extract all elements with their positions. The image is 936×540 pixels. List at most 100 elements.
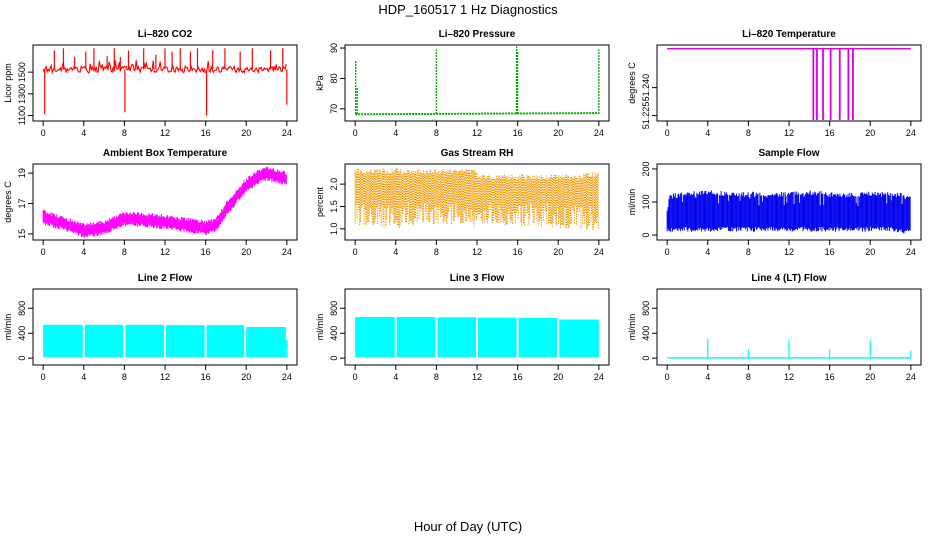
x-tick-label: 0 [41,128,46,138]
chart-panel: Li–820 Temperature degrees C 0 4 8 12 16 20 24 51… [627,29,922,138]
y-tick-label: 1100 [17,106,27,125]
data-line-pressure [355,112,599,116]
x-tick-label: 20 [553,128,563,138]
panel-title: Li–820 CO2 [138,29,193,40]
chart-panel: Li–820 CO2 Licor ppm 0 4 8 12 16 20 24 1100 1300 15… [3,29,298,138]
data-layer [666,190,911,234]
data-flow-block [559,319,599,358]
x-tick-label: 12 [160,128,170,138]
data-flow-block [206,325,245,358]
x-tick-label: 16 [825,372,835,382]
y-tick-label: 0 [17,356,27,361]
x-tick-label: 24 [594,372,604,382]
figure-title: HDP_160517 1 Hz Diagnostics [378,2,558,17]
data-layer [667,48,911,120]
y-tick-label: 15 [17,229,27,239]
y-tick-label: 800 [641,301,651,316]
y-axis-label: kPa [315,75,325,91]
x-tick-label: 24 [594,128,604,138]
x-tick-label: 8 [746,128,751,138]
x-tick-label: 12 [784,372,794,382]
chart-panel: Li–820 Pressure kPa 0 4 8 12 16 20 24 70 80 90 [315,29,610,138]
x-tick-label: 12 [472,128,482,138]
x-tick-label: 0 [665,247,670,257]
x-tick-label: 12 [472,247,482,257]
data-flow-block [246,327,286,358]
x-tick-label: 24 [282,128,292,138]
x-tick-label: 20 [241,247,251,257]
panel-title: Line 3 Flow [450,273,505,284]
y-tick-label: 80 [329,73,339,83]
x-tick-label: 0 [665,372,670,382]
panel-grid: Li–820 CO2 Licor ppm 0 4 8 12 16 20 24 1100 1300 15… [3,29,922,382]
data-layer [42,48,288,116]
x-tick-label: 16 [201,372,211,382]
y-tick-label: 1.5 [329,200,339,213]
data-flow-block [125,324,164,358]
data-layer [43,324,288,358]
y-axis-label: ml/min [315,314,325,341]
x-tick-label: 12 [160,372,170,382]
x-tick-label: 8 [122,372,127,382]
x-tick-label: 24 [282,372,292,382]
figure-xlabel: Hour of Day (UTC) [414,519,522,534]
y-tick-label: 400 [329,326,339,341]
panel-title: Line 2 Flow [138,273,193,284]
x-tick-label: 8 [746,247,751,257]
data-flow-block [84,324,124,358]
x-tick-label: 16 [825,247,835,257]
panel-title: Sample Flow [758,148,819,159]
x-tick-label: 12 [472,372,482,382]
x-tick-label: 4 [81,247,86,257]
chart-panel: Line 3 Flow ml/min 0 4 8 12 16 20 24 0 400 800 [315,273,610,382]
x-tick-label: 24 [906,247,916,257]
x-tick-label: 4 [393,372,398,382]
x-tick-label: 4 [705,247,710,257]
panel-title: Li–820 Temperature [742,29,836,40]
y-tick-label: 100 [641,194,651,209]
x-tick-label: 16 [513,372,523,382]
x-tick-label: 12 [784,128,794,138]
y-tick-label: 1300 [17,84,27,104]
x-tick-label: 0 [353,372,358,382]
data-flow-block [166,325,205,358]
y-axis-label: Licor ppm [3,63,13,103]
data-flow-block [518,317,558,358]
panel-title: Line 4 (LT) Flow [751,273,827,284]
x-tick-label: 24 [906,372,916,382]
x-tick-label: 4 [81,128,86,138]
x-tick-label: 20 [241,372,251,382]
y-tick-label: 51.240 [641,74,651,102]
data-layer [667,338,912,359]
y-tick-label: 17 [17,199,27,209]
y-axis-label: ml/min [3,314,13,341]
x-tick-label: 12 [784,247,794,257]
y-tick-label: 1500 [17,62,27,82]
x-tick-label: 20 [241,128,251,138]
x-tick-label: 4 [705,128,710,138]
y-tick-label: 800 [329,301,339,316]
data-flow-block [478,317,517,358]
y-tick-label: 19 [17,168,27,178]
y-axis-label: percent [315,186,325,217]
x-tick-label: 0 [665,128,670,138]
y-tick-label: 200 [641,161,651,176]
x-tick-label: 4 [393,247,398,257]
y-axis-label: ml/min [627,189,637,216]
x-tick-label: 8 [434,372,439,382]
panel-title: Gas Stream RH [441,148,514,159]
x-tick-label: 8 [122,128,127,138]
x-tick-label: 8 [434,247,439,257]
y-tick-label: 400 [641,326,651,341]
y-tick-label: 51.225 [641,102,651,130]
data-layer [42,166,287,238]
x-tick-label: 24 [282,247,292,257]
x-tick-label: 8 [746,372,751,382]
x-tick-label: 8 [122,247,127,257]
y-axis-label: ml/min [627,314,637,341]
chart-panel: Gas Stream RH percent 0 4 8 12 16 20 24 1.0 1.5 2.0 [315,148,610,257]
x-tick-label: 8 [434,128,439,138]
data-flow-block [43,324,83,358]
panel-title: Li–820 Pressure [439,29,516,40]
y-tick-label: 0 [329,356,339,361]
